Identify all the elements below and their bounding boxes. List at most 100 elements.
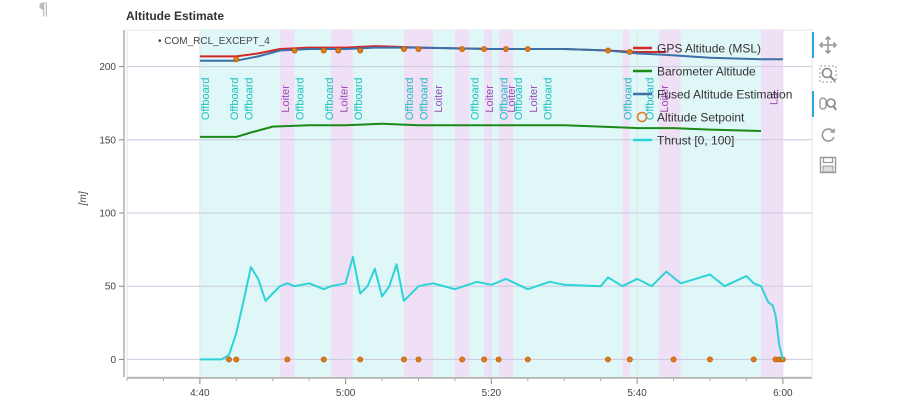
y-axis-label: [m] <box>78 191 89 206</box>
legend-label: Thrust [0, 100] <box>657 134 734 148</box>
pan-active-indicator <box>812 32 814 58</box>
mode-label: Loiter <box>484 85 496 113</box>
setpoint-point <box>233 356 240 363</box>
mode-label: Loiter <box>659 85 671 113</box>
mode-band-offboard <box>433 30 455 377</box>
mode-label: Offboard <box>542 78 554 121</box>
mode-label: Offboard <box>499 78 511 121</box>
series-layer <box>199 45 786 363</box>
setpoint-point <box>226 356 232 363</box>
move-icon <box>819 36 837 54</box>
setpoint-point <box>524 356 531 363</box>
legend-label: Barometer Altitude <box>657 65 756 79</box>
setpoint-point <box>495 356 502 363</box>
setpoint-point <box>670 356 677 363</box>
mode-band-offboard <box>352 30 404 377</box>
y-tick-label: 150 <box>99 135 116 146</box>
setpoint-point <box>481 356 488 363</box>
series-line <box>199 255 784 361</box>
mode-label: Loiter <box>433 85 445 113</box>
y-tick-label: 0 <box>110 355 116 366</box>
setpoint-point <box>320 47 327 54</box>
mode-labels: Offboard Offboard Offboard Loiter Offboard Of… <box>200 78 780 121</box>
mode-label: Loiter <box>280 85 292 113</box>
setpoint-point <box>291 47 298 54</box>
mode-bands <box>199 30 783 377</box>
pan-tool-button[interactable] <box>816 33 840 57</box>
mode-label: Offboard <box>229 78 241 121</box>
mode-band-land <box>760 30 783 377</box>
mode-label: Offboard <box>200 78 212 121</box>
legend-label: GPS Altitude (MSL) <box>657 42 761 56</box>
setpoint-point <box>335 47 342 54</box>
setpoint-point <box>626 49 633 55</box>
setpoint-point <box>481 46 488 52</box>
mode-label: Loiter <box>528 85 540 113</box>
mode-band-offboard <box>491 30 499 377</box>
mode-label: Offboard <box>244 78 256 121</box>
wheel-zoom-tool-button[interactable] <box>816 92 840 116</box>
series-line <box>199 46 783 62</box>
legend: GPS Altitude (MSL) Barometer Altitude Fuse… <box>633 42 792 148</box>
series-line <box>199 122 762 138</box>
legend-label: Fused Altitude Estimation <box>657 88 792 102</box>
setpoint-point <box>750 356 757 363</box>
setpoint-point <box>415 46 422 52</box>
setpoint-point <box>502 46 509 52</box>
x-tick-label: 4:40 <box>190 388 210 399</box>
y-tick-label: 50 <box>105 282 117 293</box>
x-tick-label: 5:40 <box>627 388 647 399</box>
setpoint-point <box>524 46 531 52</box>
x-tick-label: 5:20 <box>482 388 502 399</box>
y-tick-label: 200 <box>99 62 116 73</box>
mode-band-loiter <box>403 30 434 377</box>
plot-toolbar <box>812 30 846 180</box>
mode-band-loiter <box>331 30 353 377</box>
mode-label: La <box>768 92 780 105</box>
setpoint-point <box>233 56 240 63</box>
mode-label: Offboard <box>324 78 336 121</box>
wheel-zoom-active-indicator <box>812 91 814 117</box>
x-tick-label: 5:00 <box>336 388 356 399</box>
mode-band-loiter <box>658 30 681 377</box>
mode-label: Loiter <box>338 85 350 113</box>
zoom-box-icon <box>819 65 837 83</box>
mode-label: Offboard <box>404 78 416 121</box>
save-tool-button[interactable] <box>816 153 840 177</box>
setpoint-point <box>400 356 407 363</box>
mode-label: Offboard <box>470 78 482 121</box>
mode-band-offboard <box>294 30 332 377</box>
setpoint-point <box>415 356 422 363</box>
mode-label: Offboard <box>295 78 307 121</box>
mode-band-offboard <box>680 30 761 377</box>
axes: 0 50 100 150 200 4:40 5:00 5:20 5:40 6:00 [m] <box>78 30 812 399</box>
save-icon <box>819 156 837 174</box>
reset-icon <box>821 128 836 142</box>
mode-band-offboard <box>513 30 623 377</box>
setpoint-point <box>605 356 611 363</box>
box-zoom-tool-button[interactable] <box>816 62 840 86</box>
y-tick-label: 100 <box>99 209 116 220</box>
mode-band-loiter <box>498 30 514 377</box>
chart-title: Altitude Estimate <box>126 9 225 23</box>
mode-band-offboard <box>629 30 659 377</box>
mode-band-loiter <box>484 30 492 377</box>
grid-lines <box>127 30 812 377</box>
mode-band-loiter <box>622 30 630 377</box>
setpoint-point <box>284 356 291 363</box>
setpoint-point <box>605 47 611 54</box>
setpoint-point <box>400 46 407 52</box>
param-marker: • COM_RCL_EXCEPT_4 <box>158 36 270 47</box>
mode-label: Loiter <box>506 85 518 113</box>
wheel-zoom-icon <box>819 97 837 111</box>
setpoint-point <box>320 356 327 363</box>
setpoint-point <box>626 356 633 363</box>
pilcrow-anchor[interactable]: ¶ <box>38 0 49 20</box>
setpoint-point <box>357 356 364 363</box>
setpoint-point <box>459 356 466 363</box>
mode-label: Offboard <box>513 78 525 121</box>
reset-tool-button[interactable] <box>816 123 840 147</box>
x-tick-label: 6:00 <box>773 388 793 399</box>
mode-label: Offboard <box>418 78 430 121</box>
